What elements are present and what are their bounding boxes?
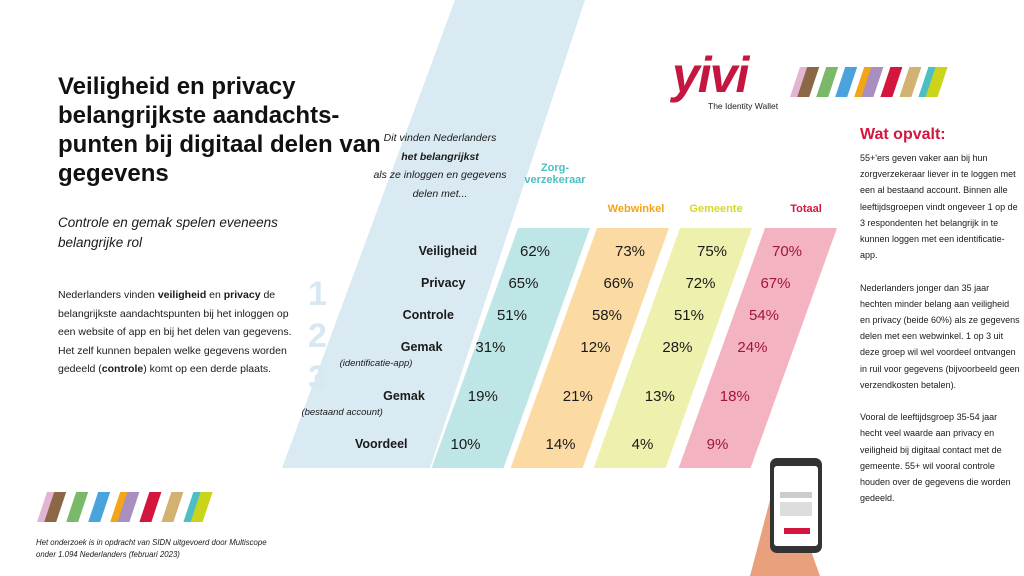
decorative-stripe <box>816 67 839 97</box>
column-header: Totaal <box>790 203 822 215</box>
row-sublabel: (bestaand account) <box>301 407 383 418</box>
cell-value: 66% <box>603 275 634 292</box>
intro-band <box>282 0 585 468</box>
column-band <box>510 228 669 468</box>
decorative-stripe <box>117 492 140 522</box>
cell-value: 18% <box>719 388 750 405</box>
decorative-stripe <box>835 67 858 97</box>
row-label: Gemak <box>400 340 443 354</box>
cell-value: 65% <box>508 275 539 292</box>
cell-value: 19% <box>467 388 498 405</box>
decorative-stripe <box>899 67 922 97</box>
decorative-stripe <box>861 67 884 97</box>
cell-value: 9% <box>706 436 729 453</box>
cell-value: 51% <box>673 307 704 324</box>
subtitle: Controle en gemak spelen eveneens belang… <box>58 215 278 250</box>
cell-value: 73% <box>614 243 646 260</box>
cell-value: 72% <box>685 275 716 292</box>
cell-value: 62% <box>519 243 551 260</box>
cell-value: 58% <box>591 307 622 324</box>
highlight-paragraph: Nederlanders jonger dan 35 jaar hechten … <box>860 282 1020 390</box>
page-title: Veiligheid en privacy belangrijkste aand… <box>58 73 381 187</box>
cell-value: 54% <box>748 307 779 324</box>
decorative-stripe <box>161 492 184 522</box>
column-band <box>431 228 590 468</box>
rank-number: 3 <box>308 359 327 397</box>
highlight-paragraph: Vooral de leeftijdsgroep 35-54 jaar hech… <box>860 412 1011 504</box>
rank-number: 1 <box>308 275 327 313</box>
cell-value: 51% <box>496 307 527 324</box>
cell-value: 70% <box>771 243 803 260</box>
cell-value: 28% <box>662 339 693 356</box>
cell-value: 12% <box>580 339 611 356</box>
rank-number: 2 <box>308 317 327 355</box>
cell-value: 10% <box>450 436 481 453</box>
decorative-stripe <box>139 492 162 522</box>
column-band <box>678 228 837 468</box>
row-label: Veiligheid <box>418 244 477 258</box>
column-band <box>593 228 752 468</box>
cell-value: 67% <box>760 275 791 292</box>
row-sublabel: (identificatie-app) <box>339 358 413 369</box>
decorative-stripe <box>88 492 111 522</box>
highlights-title: Wat opvalt: <box>860 126 946 143</box>
highlights-body: 55+'ers geven vaker aan bij hun zorgverz… <box>860 150 1020 506</box>
footnote: Het onderzoek is in opdracht van SIDN ui… <box>36 538 267 559</box>
cell-value: 21% <box>562 388 593 405</box>
cell-value: 4% <box>631 436 654 453</box>
row-label: Controle <box>402 308 454 322</box>
cell-value: 31% <box>475 339 506 356</box>
logo-tagline: The Identity Wallet <box>708 101 779 111</box>
highlight-paragraph: 55+'ers geven vaker aan bij hun zorgverz… <box>860 153 1018 261</box>
column-header: Gemeente <box>689 203 743 215</box>
decorative-stripe <box>925 67 948 97</box>
column-header: Webwinkel <box>607 203 665 215</box>
column-header: Zorg- verzekeraar <box>524 162 586 186</box>
cell-value: 24% <box>737 339 768 356</box>
phone-illustration <box>750 458 822 576</box>
decorative-stripe <box>797 67 820 97</box>
cell-value: 13% <box>644 388 675 405</box>
body-text: Nederlanders vinden veiligheid en privac… <box>58 289 292 375</box>
row-label: Gemak <box>383 389 425 403</box>
cell-value: 14% <box>545 436 576 453</box>
cell-value: 75% <box>696 243 728 260</box>
row-label: Privacy <box>420 276 466 290</box>
intro-text: Dit vinden Nederlanders het belangrijkst a… <box>373 132 507 200</box>
decorative-stripe <box>44 492 67 522</box>
decorative-stripe <box>880 67 903 97</box>
yivi-logo: yivi <box>672 47 749 103</box>
decorative-stripe <box>66 492 89 522</box>
row-label: Voordeel <box>354 437 408 451</box>
decorative-stripe <box>190 492 213 522</box>
